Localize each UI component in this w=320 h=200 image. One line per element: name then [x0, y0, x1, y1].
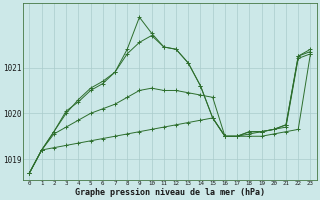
X-axis label: Graphe pression niveau de la mer (hPa): Graphe pression niveau de la mer (hPa) [75, 188, 265, 197]
